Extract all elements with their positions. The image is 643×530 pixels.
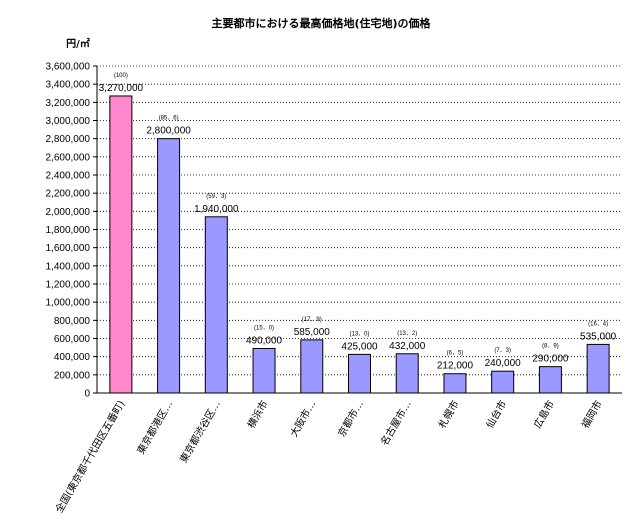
y-tick-label: 0: [84, 389, 90, 400]
y-tick-label: 800,000: [54, 316, 91, 327]
x-category-label: 札幌市: [435, 398, 461, 430]
ratio-label: (16．4): [588, 321, 608, 327]
ratio-label: (15．0): [254, 325, 274, 331]
y-axis-ticks: 0 200,000 400,000 600,000 800,000 1,000,000 1,…: [46, 62, 97, 400]
x-category-label: 横浜市: [244, 398, 270, 430]
bars: [109, 95, 610, 394]
ratio-label: (100): [114, 73, 128, 79]
y-tick-label: 1,800,000: [46, 225, 91, 236]
y-tick-label: 3,200,000: [46, 98, 91, 109]
value-label: 290,000: [532, 354, 569, 365]
bar: [204, 216, 228, 394]
y-tick-label: 2,600,000: [46, 152, 91, 163]
y-tick-label: 1,000,000: [46, 298, 91, 309]
y-tick-label: 2,800,000: [46, 134, 91, 145]
ratio-label: (6．5): [447, 351, 464, 357]
ratio-label: (13．2): [397, 331, 417, 337]
bar: [491, 370, 515, 394]
value-label: 240,000: [485, 358, 522, 369]
y-tick-label: 400,000: [54, 352, 91, 363]
ratio-label: (59．3): [206, 194, 226, 200]
bar: [109, 95, 133, 394]
value-label: 425,000: [341, 341, 378, 352]
value-label: 585,000: [294, 327, 331, 338]
y-tick-label: 3,600,000: [46, 62, 91, 73]
x-axis-categories: 全国(東京都千代田区五番町) 東京都港区… 東京都渋谷区… 横浜市 大阪市… 京都市… 名古…: [52, 398, 604, 515]
ratio-label: (17．9): [302, 317, 322, 323]
y-tick-label: 3,000,000: [46, 116, 91, 127]
y-tick-label: 2,000,000: [46, 207, 91, 218]
bar: [348, 353, 371, 394]
ratio-label: (13．0): [349, 331, 369, 337]
ratio-label: (7．3): [494, 348, 511, 354]
x-category-label: 大阪市…: [287, 398, 318, 439]
bar: [252, 347, 276, 394]
bar: [586, 343, 610, 394]
bar: [395, 353, 419, 394]
ratio-label: (8．9): [542, 344, 559, 350]
x-category-label: 東京都港区…: [134, 398, 175, 456]
y-tick-label: 1,400,000: [46, 261, 91, 272]
value-label: 212,000: [437, 361, 474, 372]
value-label: 490,000: [246, 335, 283, 346]
chart-title: 主要都市における最高価格地(住宅地)の価格: [211, 16, 431, 30]
y-tick-label: 1,600,000: [46, 243, 91, 254]
x-category-label: 仙台市: [483, 398, 509, 430]
y-tick-label: 200,000: [54, 370, 91, 381]
value-label: 2,800,000: [146, 126, 191, 137]
y-tick-label: 2,400,000: [46, 171, 91, 182]
grid-lines: [97, 65, 622, 376]
y-tick-label: 600,000: [54, 334, 91, 345]
x-category-label: 福岡市: [578, 398, 604, 430]
value-label: 1,940,000: [194, 204, 239, 215]
x-category-label: 広島市: [531, 398, 557, 430]
data-labels: 3,270,000 (100) 2,800,000 (85．6) 1,940,000 (5…: [99, 73, 617, 372]
x-category-label: 名古屋市…: [378, 398, 414, 448]
ratio-label: (85．6): [159, 116, 179, 122]
x-category-label: 東京都渋谷区…: [177, 398, 223, 465]
value-label: 3,270,000: [99, 83, 144, 94]
value-label: 535,000: [580, 331, 617, 342]
value-label: 432,000: [389, 341, 426, 352]
x-category-label: 全国(東京都千代田区五番町): [52, 398, 127, 515]
y-tick-label: 1,200,000: [46, 280, 91, 291]
y-axis-unit-label: 円/㎡: [66, 37, 90, 50]
y-tick-label: 3,400,000: [46, 80, 91, 91]
y-tick-label: 2,200,000: [46, 189, 91, 200]
bar: [443, 373, 467, 394]
bar: [300, 339, 324, 394]
x-category-label: 京都市…: [335, 398, 366, 439]
bar: [538, 366, 562, 394]
bar: [157, 138, 181, 394]
